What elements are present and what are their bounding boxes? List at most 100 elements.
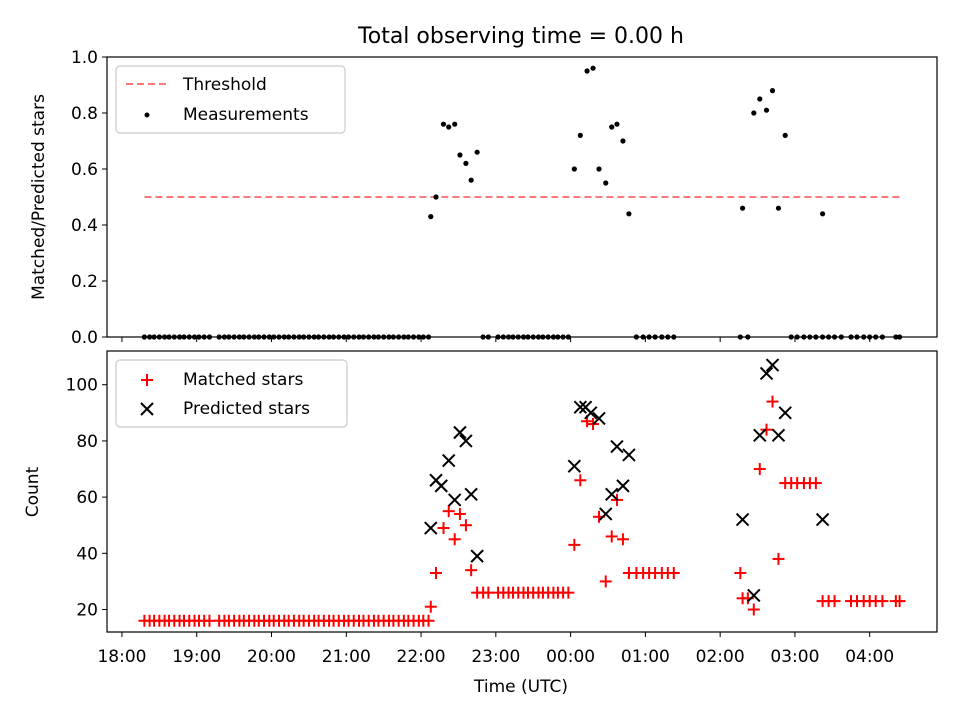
matched-star-point (605, 530, 618, 543)
measurement-point (446, 124, 452, 130)
measurement-point (571, 166, 577, 172)
measurement-point (775, 205, 782, 211)
predicted-star-point (605, 487, 619, 502)
bottom-legend: Matched stars Predicted stars (115, 359, 348, 428)
predicted-star-point (434, 479, 448, 493)
top-title: Total observing time = 0.00 h (357, 24, 684, 49)
top-legend: Threshold Measurements (115, 65, 346, 134)
measurement-point (763, 107, 770, 113)
measurement-point (428, 214, 434, 220)
measurement-point (626, 211, 632, 217)
predicted-star-point (442, 453, 456, 468)
bottom-legend-predicted-label: Predicted stars (183, 399, 310, 419)
predicted-star-point (447, 493, 462, 507)
top-y-tick-label: 0.6 (71, 160, 98, 180)
matched-star-point (766, 395, 779, 408)
matched-star-point (772, 552, 785, 565)
matched-star-point (760, 423, 773, 436)
predicted-star-point (592, 411, 606, 426)
bottom-x-tick-label: 22:00 (397, 647, 446, 667)
predicted-star-point (584, 406, 598, 420)
matched-star-point (893, 595, 906, 608)
bottom-y-tick-label: 60 (76, 488, 98, 508)
measurement-point (452, 121, 458, 127)
matched-star-point (442, 505, 455, 518)
matched-star-point (667, 566, 680, 579)
top-y-tick-label: 0.4 (71, 216, 98, 236)
predicted-star-point (815, 512, 830, 527)
matched-star-point (562, 586, 575, 599)
matched-star-point (616, 533, 629, 546)
matched-star-point (574, 474, 587, 487)
matched-star-point (809, 477, 822, 490)
measurement-point (609, 124, 615, 130)
top-legend-box (115, 65, 346, 134)
predicted-star-point (759, 366, 774, 381)
bottom-y-tick-label: 40 (76, 544, 98, 564)
bottom-x-tick-label: 01:00 (621, 647, 670, 667)
bottom-plot-frame (106, 350, 938, 633)
measurement-point (603, 180, 609, 186)
bottom-y-tick-label: 20 (76, 601, 98, 621)
top-legend-threshold-label: Threshold (182, 75, 267, 95)
matched-star-point (465, 564, 478, 577)
predicted-star-point (567, 459, 582, 473)
matched-star-point (459, 519, 472, 532)
bottom-x-axis-label: Time (UTC) (473, 677, 568, 697)
measurement-point (433, 194, 439, 200)
predicted-star-point (599, 507, 613, 521)
bottom-y-tick-label: 100 (66, 376, 98, 396)
top-y-axis-label: Matched/Predicted stars (29, 94, 49, 300)
predicted-star-point (610, 439, 624, 454)
matched-star-point (753, 463, 766, 476)
bottom-y-tick-label: 80 (76, 432, 98, 452)
top-legend-measurements-label: Measurements (183, 105, 309, 125)
matched-star-point (828, 595, 841, 608)
matched-star-point (747, 603, 760, 616)
bottom-legend-box (115, 359, 348, 428)
bottom-x-tick-label: 04:00 (845, 647, 894, 667)
measurement-point (782, 132, 788, 138)
predicted-star-point (735, 512, 750, 527)
measurement-point (468, 177, 474, 183)
bottom-panel: Count Time (UTC) 20 40 60 80 100 18:00 19:00 20… (23, 350, 938, 697)
bottom-x-tick-label: 02:00 (696, 647, 745, 667)
matched-star-point (430, 566, 443, 579)
measurement-point (463, 160, 469, 166)
measurement-point (440, 121, 447, 127)
matched-star-point (424, 600, 437, 613)
matched-star-point (734, 566, 747, 579)
predicted-star-point (470, 549, 484, 563)
matched-star-point (448, 533, 461, 546)
top-plot-frame (106, 56, 938, 338)
predicted-star-point (771, 428, 786, 443)
predicted-star-point (753, 428, 767, 443)
top-y-tick-label: 0.8 (71, 104, 98, 124)
matched-star-point (568, 538, 581, 551)
matched-star-point (599, 575, 612, 588)
top-legend-measurements-swatch (144, 112, 150, 118)
predicted-star-point (747, 588, 761, 603)
matched-star-point (422, 614, 435, 627)
measurement-point (819, 211, 826, 217)
measurement-point (457, 152, 463, 158)
bottom-y-axis-label: Count (23, 466, 43, 517)
predicted-star-point (622, 448, 636, 462)
measurement-point (620, 138, 626, 144)
top-panel: Total observing time = 0.00 h Matched/Pr… (29, 24, 938, 348)
predicted-star-point (459, 434, 473, 448)
measurement-point (584, 68, 590, 74)
measurement-point (751, 110, 757, 116)
bottom-x-tick-label: 23:00 (471, 647, 520, 667)
bottom-legend-matched-swatch (141, 374, 153, 386)
predicted-star-point (616, 479, 630, 493)
measurement-point (769, 88, 776, 94)
measurement-point (596, 166, 602, 172)
bottom-x-tick-label: 19:00 (172, 647, 221, 667)
measurement-point (757, 96, 763, 102)
top-y-tick-label: 0.0 (71, 328, 98, 348)
top-y-tick-label: 0.2 (71, 272, 98, 292)
matched-star-point (437, 522, 450, 535)
measurement-point (590, 65, 596, 71)
predicted-star-point (464, 487, 478, 502)
